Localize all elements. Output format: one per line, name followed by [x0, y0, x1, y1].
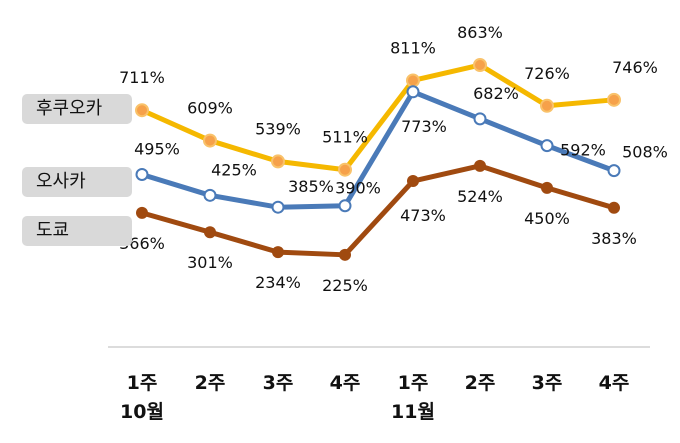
- legend-tag-tokyo: 도쿄: [22, 216, 132, 246]
- data-point-tokyo-2: [204, 226, 216, 239]
- data-label-osaka-1: 495%: [134, 139, 180, 158]
- data-point-osaka-6: [473, 112, 487, 126]
- data-label-tokyo-6: 524%: [457, 187, 503, 206]
- x-group-label-1: 10월: [120, 401, 164, 423]
- legend-tag-osaka: 오사카: [22, 167, 132, 197]
- data-point-tokyo-7: [541, 181, 553, 194]
- data-label-osaka-8: 508%: [622, 143, 668, 162]
- data-label-tokyo-4: 225%: [322, 276, 368, 295]
- data-point-fukuoka-1: [135, 103, 149, 118]
- data-label-fukuoka-1: 711%: [119, 68, 165, 87]
- x-tick-label-3: 3주: [263, 372, 294, 394]
- data-label-fukuoka-3: 539%: [255, 119, 301, 138]
- data-labels: 711% 609% 539% 511% 811% 863% 726% 746% 495% 425%…: [119, 23, 668, 295]
- series-line-tokyo: [141, 163, 615, 258]
- data-point-tokyo-6: [474, 159, 486, 172]
- x-tick-label-4: 4주: [330, 372, 361, 394]
- data-point-fukuoka-8: [607, 92, 621, 107]
- data-point-tokyo-4: [339, 248, 351, 261]
- data-point-osaka-8: [607, 164, 621, 178]
- x-tick-label-1: 1주: [127, 372, 158, 394]
- x-tick-label-5: 1주: [398, 372, 429, 394]
- data-label-fukuoka-5: 811%: [390, 38, 436, 57]
- series-line-fukuoka: [140, 62, 615, 173]
- data-point-fukuoka-5: [406, 73, 420, 88]
- data-point-osaka-7: [540, 139, 554, 153]
- data-point-fukuoka-4: [338, 162, 352, 177]
- data-point-fukuoka-6: [473, 58, 487, 73]
- data-label-fukuoka-4: 511%: [322, 128, 368, 147]
- data-label-fukuoka-6: 863%: [457, 23, 503, 42]
- data-label-osaka-6: 682%: [473, 84, 519, 103]
- data-label-osaka-7: 592%: [560, 141, 606, 160]
- data-point-tokyo-5: [407, 175, 419, 188]
- data-point-fukuoka-7: [540, 98, 554, 113]
- x-tick-label-6: 2주: [465, 372, 496, 394]
- legend-tag-fukuoka: 후쿠오카: [22, 94, 132, 124]
- data-label-tokyo-8: 383%: [591, 229, 637, 248]
- data-label-osaka-4: 390%: [335, 179, 381, 198]
- data-label-tokyo-3: 234%: [255, 273, 301, 292]
- data-point-osaka-2: [203, 188, 217, 202]
- data-label-osaka-3: 385%: [288, 177, 334, 196]
- data-label-osaka-5: 773%: [401, 117, 447, 136]
- data-point-osaka-1: [135, 167, 149, 181]
- data-point-tokyo-3: [272, 246, 284, 259]
- x-tick-label-8: 4주: [599, 372, 630, 394]
- data-point-tokyo-8: [608, 201, 620, 214]
- x-tick-label-7: 3주: [532, 372, 563, 394]
- data-label-tokyo-2: 301%: [187, 253, 233, 272]
- x-tick-label-2: 2주: [195, 372, 226, 394]
- data-label-fukuoka-7: 726%: [524, 64, 570, 83]
- x-tick-labels: 1주 2주 3주 4주 1주 2주 3주 4주 10월 11월: [120, 372, 629, 423]
- data-point-osaka-4: [338, 199, 352, 213]
- data-point-fukuoka-3: [271, 154, 285, 169]
- series-lines: [140, 62, 615, 258]
- data-label-fukuoka-2: 609%: [187, 99, 233, 118]
- data-label-fukuoka-8: 746%: [612, 58, 658, 77]
- x-group-label-2: 11월: [391, 401, 435, 423]
- data-point-osaka-5: [406, 85, 420, 99]
- series-line-osaka: [141, 89, 615, 210]
- data-label-tokyo-5: 473%: [400, 206, 446, 225]
- series-markers: [135, 58, 621, 261]
- data-point-tokyo-1: [136, 206, 148, 219]
- data-label-osaka-2: 425%: [211, 160, 257, 179]
- data-point-osaka-3: [271, 200, 285, 214]
- data-point-fukuoka-2: [203, 133, 217, 148]
- data-label-tokyo-7: 450%: [524, 209, 570, 228]
